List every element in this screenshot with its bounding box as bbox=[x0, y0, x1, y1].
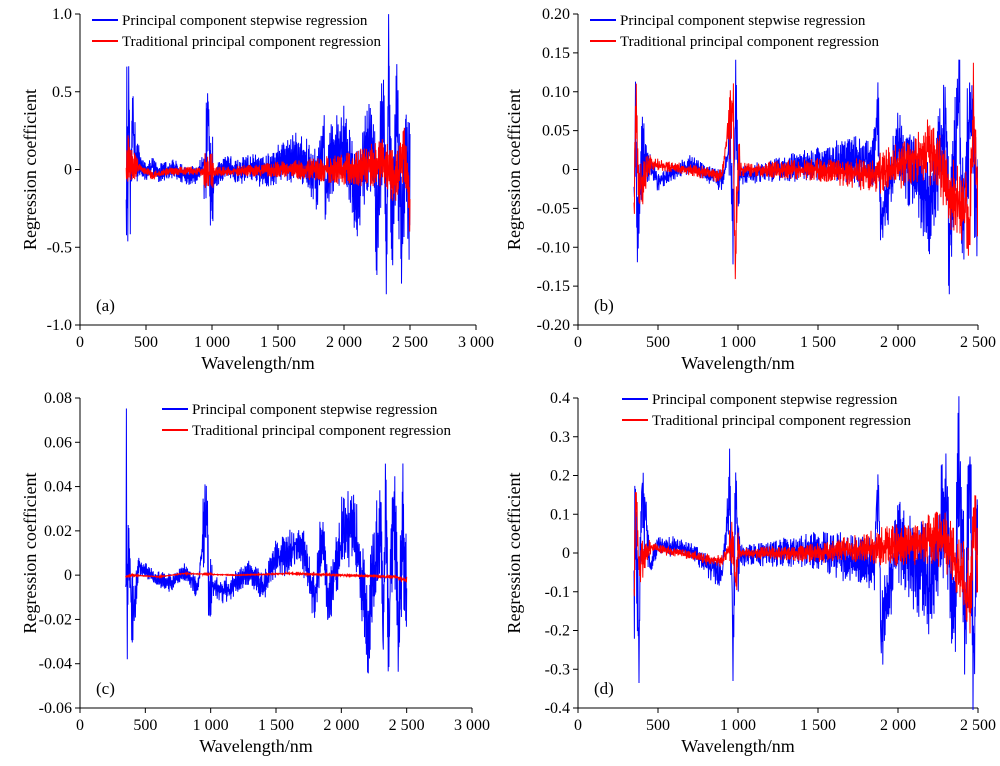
y-tick-label: -1.0 bbox=[47, 317, 72, 334]
y-tick-label: 0.5 bbox=[52, 84, 72, 101]
y-tick-label: -0.4 bbox=[545, 700, 570, 717]
series-line-traditional bbox=[125, 570, 408, 583]
x-tick-label: 2 500 bbox=[389, 717, 425, 734]
y-tick-label: 0.06 bbox=[44, 434, 72, 451]
y-tick-label: -0.2 bbox=[545, 623, 570, 640]
x-tick-label: 2 000 bbox=[880, 334, 916, 351]
x-tick-label: 500 bbox=[646, 334, 670, 351]
series-line-traditional bbox=[633, 62, 978, 280]
x-axis-title: Wavelength/nm bbox=[201, 353, 315, 373]
x-tick-label: 1 000 bbox=[193, 717, 229, 734]
series-line-stepwise bbox=[125, 408, 408, 674]
x-tick-label: 1 500 bbox=[800, 717, 836, 734]
x-tick-label: 0 bbox=[76, 334, 84, 351]
y-tick-label: 0 bbox=[562, 162, 570, 179]
x-tick-label: 1 000 bbox=[720, 334, 756, 351]
y-tick-label: 1.0 bbox=[52, 6, 72, 23]
y-tick-label: 0.05 bbox=[542, 123, 570, 140]
x-tick-label: 500 bbox=[134, 334, 158, 351]
y-tick-label: -0.06 bbox=[39, 700, 72, 717]
y-axis-title: Regression coefficient bbox=[20, 472, 40, 633]
chart-panel-a: -1.0 -0.5 0 0.5 1.0 0 500 1 000 1 500 2 000 2 500 3… bbox=[20, 6, 494, 373]
y-axis-title: Regression coefficient bbox=[504, 472, 524, 633]
y-tick-label: 0.15 bbox=[542, 45, 570, 62]
y-tick-label: 0 bbox=[562, 545, 570, 562]
panel-label: (d) bbox=[594, 679, 614, 698]
y-tick-label: 0.08 bbox=[44, 390, 72, 407]
x-tick-label: 2 500 bbox=[960, 717, 996, 734]
chart-panel-b: -0.20 -0.15 -0.10 -0.05 0 0.05 0.10 0.15 0.20 0 50… bbox=[504, 6, 996, 373]
legend-label: Principal component stepwise regression bbox=[620, 13, 866, 29]
chart-panel-d: -0.4 -0.3 -0.2 -0.1 0 0.1 0.2 0.3 0.4 0 500 1 000 1 … bbox=[504, 390, 996, 756]
y-tick-label: 0.20 bbox=[542, 6, 570, 23]
panel-label: (b) bbox=[594, 296, 614, 315]
series-line-traditional bbox=[125, 127, 411, 232]
x-tick-label: 0 bbox=[574, 334, 582, 351]
x-tick-label: 500 bbox=[133, 717, 157, 734]
legend-label: Principal component stepwise regression bbox=[652, 392, 898, 408]
y-axis-title: Regression coefficient bbox=[504, 89, 524, 250]
series-line-stepwise bbox=[125, 14, 411, 295]
x-tick-label: 3 000 bbox=[458, 334, 494, 351]
x-tick-label: 1 500 bbox=[258, 717, 294, 734]
series-line-traditional bbox=[633, 492, 978, 634]
y-axis-title: Regression coefficient bbox=[20, 89, 40, 250]
x-axis-title: Wavelength/nm bbox=[199, 736, 313, 756]
x-tick-label: 3 000 bbox=[454, 717, 490, 734]
y-tick-label: -0.15 bbox=[537, 278, 570, 295]
legend-label: Traditional principal component regressi… bbox=[122, 34, 381, 50]
legend-label: Principal component stepwise regression bbox=[192, 402, 438, 418]
panel-label: (c) bbox=[96, 679, 115, 698]
x-axis-title: Wavelength/nm bbox=[681, 353, 795, 373]
y-tick-label: 0.2 bbox=[550, 468, 570, 485]
x-axis-title: Wavelength/nm bbox=[681, 736, 795, 756]
y-tick-label: 0 bbox=[64, 162, 72, 179]
y-tick-label: -0.5 bbox=[47, 239, 72, 256]
y-tick-label: -0.04 bbox=[39, 656, 72, 673]
y-tick-label: -0.3 bbox=[545, 661, 570, 678]
panel-label: (a) bbox=[96, 296, 115, 315]
legend-label: Traditional principal component regressi… bbox=[192, 423, 451, 439]
y-tick-label: 0.10 bbox=[542, 84, 570, 101]
x-tick-label: 2 000 bbox=[326, 334, 362, 351]
x-tick-label: 2 000 bbox=[323, 717, 359, 734]
x-tick-label: 1 000 bbox=[194, 334, 230, 351]
chart-panel-c: -0.06 -0.04 -0.02 0 0.02 0.04 0.06 0.08 0 500 1 00… bbox=[20, 390, 490, 756]
x-tick-label: 0 bbox=[574, 717, 582, 734]
y-tick-label: 0.3 bbox=[550, 429, 570, 446]
x-tick-label: 0 bbox=[76, 717, 84, 734]
legend-label: Traditional principal component regressi… bbox=[620, 34, 879, 50]
y-tick-label: 0.4 bbox=[550, 390, 570, 407]
y-tick-label: 0.04 bbox=[44, 479, 72, 496]
x-tick-label: 2 500 bbox=[392, 334, 428, 351]
y-tick-label: -0.05 bbox=[537, 200, 570, 217]
legend-label: Principal component stepwise regression bbox=[122, 13, 368, 29]
y-tick-label: -0.02 bbox=[39, 611, 72, 628]
y-tick-label: 0.02 bbox=[44, 523, 72, 540]
x-tick-label: 1 500 bbox=[800, 334, 836, 351]
y-tick-label: 0 bbox=[64, 567, 72, 584]
x-tick-label: 1 000 bbox=[720, 717, 756, 734]
y-tick-label: -0.20 bbox=[537, 317, 570, 334]
x-tick-label: 2 500 bbox=[960, 334, 996, 351]
x-tick-label: 1 500 bbox=[260, 334, 296, 351]
legend-label: Traditional principal component regressi… bbox=[652, 413, 911, 429]
x-tick-label: 500 bbox=[646, 717, 670, 734]
x-tick-label: 2 000 bbox=[880, 717, 916, 734]
y-tick-label: 0.1 bbox=[550, 506, 570, 523]
y-tick-label: -0.10 bbox=[537, 239, 570, 256]
y-tick-label: -0.1 bbox=[545, 584, 570, 601]
